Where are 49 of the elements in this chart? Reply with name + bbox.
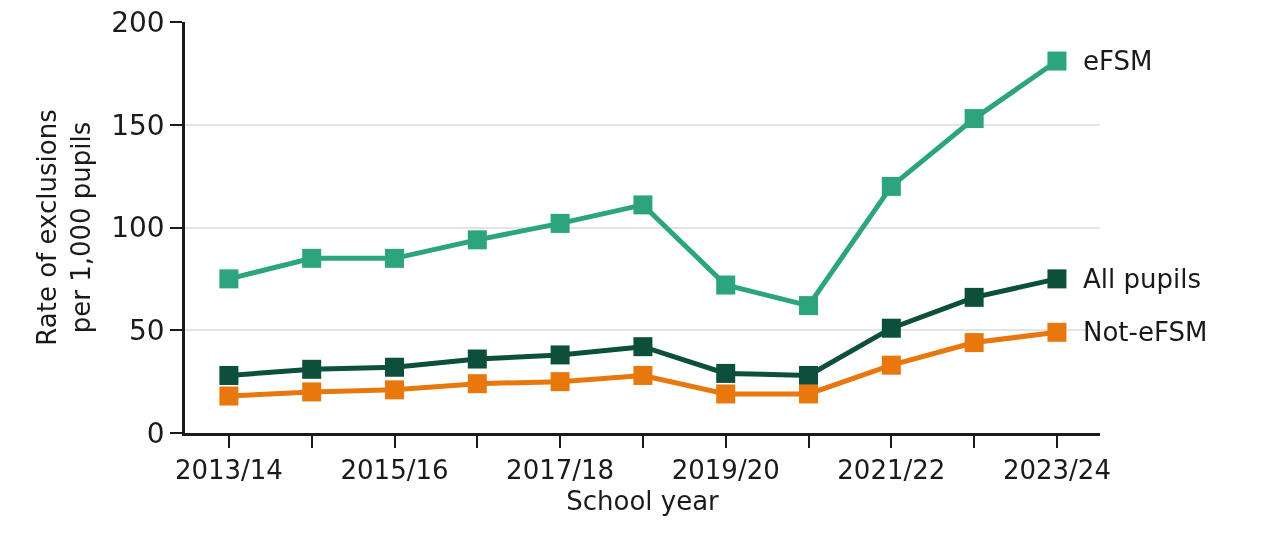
point [219, 269, 239, 289]
point [1047, 269, 1067, 289]
point [385, 248, 404, 268]
point [633, 365, 653, 385]
point [799, 365, 819, 385]
point [550, 372, 570, 392]
point [881, 318, 901, 338]
point [1047, 51, 1067, 71]
point [964, 109, 984, 129]
point [799, 384, 819, 404]
point [550, 345, 570, 365]
point [219, 386, 239, 406]
y-tick-label: 150 [111, 108, 165, 142]
point [550, 213, 570, 233]
x-tick-label: 2013/14 [174, 454, 283, 485]
y-tick-label: 200 [111, 5, 165, 39]
y-tick-label: 0 [146, 416, 165, 450]
series-label: Not-eFSM [1083, 317, 1208, 347]
x-axis-title: School year [566, 485, 720, 516]
y-axis-title: Rate of exclusions per 1,000 pupils [31, 109, 96, 346]
point [302, 248, 322, 268]
point [881, 355, 901, 375]
x-tick-label: 2019/20 [671, 454, 780, 485]
x-tick-label: 2023/24 [1002, 454, 1111, 485]
point [1047, 322, 1067, 342]
point [633, 195, 653, 215]
point [716, 275, 736, 295]
y-tick-label: 100 [111, 211, 165, 245]
point [881, 176, 901, 196]
point [302, 382, 322, 402]
point [964, 333, 984, 353]
point [385, 380, 404, 400]
point [716, 363, 736, 383]
x-tick-label: 2021/22 [837, 454, 946, 485]
y-tick-label: 50 [129, 314, 165, 348]
point [964, 287, 984, 307]
x-tick-label: 2015/16 [340, 454, 449, 485]
series-label: eFSM [1083, 46, 1153, 76]
x-tick-label: 2017/18 [506, 454, 615, 485]
point [799, 296, 819, 316]
point [467, 374, 487, 394]
point [467, 349, 487, 369]
point [467, 230, 487, 250]
point [633, 337, 653, 357]
point [385, 357, 404, 377]
series-label: All pupils [1083, 264, 1201, 294]
point [219, 365, 239, 385]
point [302, 359, 322, 379]
point [716, 384, 736, 404]
